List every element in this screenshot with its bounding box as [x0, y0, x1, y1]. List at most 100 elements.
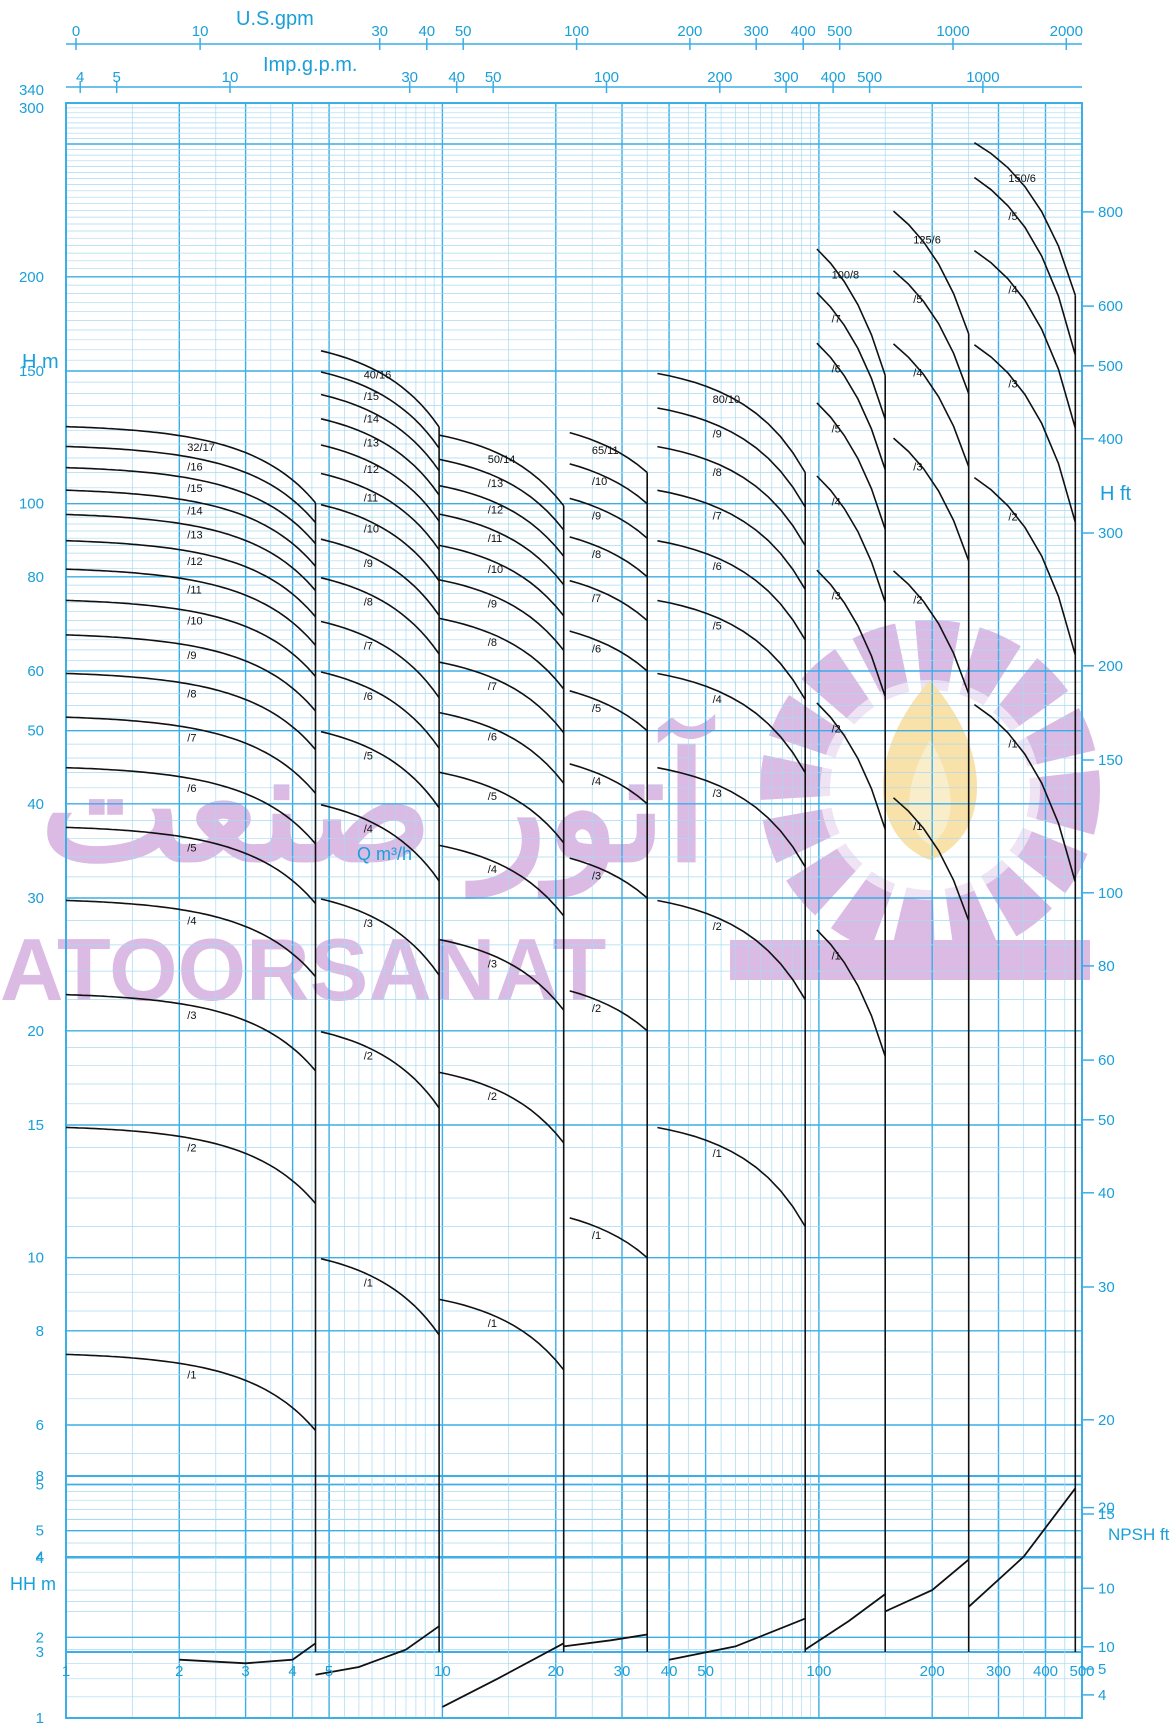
npsh-y2-axis-tick-label: 10: [1098, 1580, 1115, 1597]
pump-curve-label: /6: [592, 643, 601, 655]
pump-curve: [65, 766, 317, 845]
top-axis-tick-label: 300: [774, 69, 799, 86]
x-axis-tick-label: 1: [62, 1663, 70, 1680]
pump-curve-label: /2: [187, 1143, 196, 1155]
top-axis-tick-label: 50: [485, 69, 502, 86]
y2-axis-tick-label: 800: [1098, 204, 1123, 221]
y-axis-tick-label: 4: [36, 1550, 44, 1567]
pump-curve: [320, 350, 440, 428]
pump-curve: [65, 425, 317, 504]
x-axis-tick-label: 20: [547, 1663, 564, 1680]
pump-curve-label: /14: [187, 506, 202, 518]
y-axis-tick-label: 40: [27, 796, 44, 813]
pump-curve: [439, 844, 565, 917]
pump-curve: [65, 599, 317, 678]
y2-axis-tick-label: 80: [1098, 958, 1115, 975]
pump-curve: [65, 826, 317, 905]
top-axis-igpm-label: Imp.g.p.m.: [263, 54, 357, 76]
y-axis-tick-label: 3: [36, 1644, 44, 1661]
pump-curve-label: /8: [364, 597, 373, 609]
pump-curve-label: /11: [187, 584, 201, 596]
pump-curve-label: /16: [187, 462, 202, 474]
pump-curve: [439, 711, 565, 784]
npsh-chart-frame: [65, 1475, 1083, 1719]
pump-curve-label: /4: [364, 824, 373, 836]
top-axis-tick-label: 400: [821, 69, 846, 86]
pump-head-curves: /1/2/3/4/5/6/7/8/9/10/11/12/13/14/15/16 3…: [65, 142, 1077, 1652]
pump-curve: [892, 437, 970, 562]
x-axis-tick-label: 5: [325, 1663, 333, 1680]
y2-axis-tick-label: 40: [1098, 1185, 1115, 1202]
pump-curve-label: /6: [364, 691, 373, 703]
pump-curve-label: /7: [713, 511, 722, 523]
pump-curve: [816, 702, 886, 830]
pump-curve: [65, 489, 317, 567]
y2-axis-tick-label: 10: [1098, 1639, 1115, 1656]
y-axis-tick-label: 8: [36, 1323, 44, 1340]
npsh-curve: [315, 1625, 440, 1676]
pump-curve: [569, 857, 648, 899]
pump-curve: [816, 929, 886, 1057]
pump-curve: [816, 292, 886, 420]
pump-curve: [973, 344, 1077, 523]
pump-curve: [320, 444, 440, 522]
pump-curve: [816, 402, 886, 530]
y-axis-tick-label: 340: [19, 82, 44, 99]
pump-curve: [439, 1298, 565, 1371]
x-axis-tick-label: 50: [697, 1663, 714, 1680]
pump-curve-label: /10: [488, 564, 503, 576]
top-axis-tick-label: 100: [594, 69, 619, 86]
pump-curve-label: /12: [187, 556, 202, 568]
pump-curve: [65, 513, 317, 592]
pump-curve-label: /15: [187, 483, 202, 495]
pump-curve-label: /6: [832, 364, 841, 376]
pump-curve-label: /9: [592, 511, 601, 523]
pump-curve-label: 100/8: [832, 270, 860, 282]
top-axis-tick-label: 10: [192, 23, 209, 40]
pump-curve-label: /12: [364, 464, 379, 476]
npsh-y2-axis-tick-label: 20: [1098, 1500, 1115, 1517]
pump-curve: [320, 393, 440, 472]
pump-curve: [892, 210, 970, 335]
top-axis-tick-label: 400: [791, 23, 816, 40]
pump-curve-label: /9: [713, 428, 722, 440]
y-axis-tick-label: 10: [27, 1250, 44, 1267]
pump-curve-label: 40/16: [364, 370, 392, 382]
npsh-curve: [668, 1617, 806, 1661]
pump-curve-label: /4: [187, 916, 196, 928]
y2-axis-tick-label: 200: [1098, 658, 1123, 675]
npsh-curve: [804, 1593, 886, 1651]
top-axis-tick-label: 500: [857, 69, 882, 86]
pump-curve-label: /6: [187, 783, 196, 795]
pump-curve-label: /3: [832, 591, 841, 603]
pump-curve-label: /3: [488, 958, 497, 970]
pump-curve: [816, 475, 886, 603]
pump-curve-label: /3: [1008, 379, 1017, 391]
pump-curve-label: /5: [713, 621, 722, 633]
pump-curve-label: 50/14: [488, 454, 516, 466]
npsh-y-axis-tick-label: 2: [36, 1629, 44, 1646]
top-axis-tick-label: 100: [564, 23, 589, 40]
pump-curve: [569, 763, 648, 805]
pump-curve: [65, 568, 317, 646]
pump-curve: [816, 248, 886, 376]
pump-curve-label: 150/6: [1008, 173, 1036, 185]
pump-curve-label: /5: [832, 424, 841, 436]
pump-curve-label: /5: [592, 703, 601, 715]
pump-curve-label: /8: [488, 637, 497, 649]
pump-curve-label: /4: [913, 367, 922, 379]
y2-axis-tick-label: 150: [1098, 752, 1123, 769]
pump-curve-label: 65/11: [592, 445, 619, 457]
main-chart-grid: [65, 102, 1083, 1653]
pump-curve-label: /2: [1008, 511, 1017, 523]
pump-curve-label: /3: [364, 918, 373, 930]
npsh-y-axis-tick-label: 5: [36, 1523, 44, 1540]
y-axis-label-left: H m: [22, 351, 59, 373]
pump-curve-label: /5: [488, 791, 497, 803]
pump-curve: [65, 466, 317, 545]
pump-curve: [65, 993, 317, 1072]
pump-curve-label: /13: [488, 478, 503, 490]
y2-axis-tick-label: 100: [1098, 885, 1123, 902]
npsh-curve: [179, 1642, 317, 1665]
pump-curve: [320, 804, 440, 882]
